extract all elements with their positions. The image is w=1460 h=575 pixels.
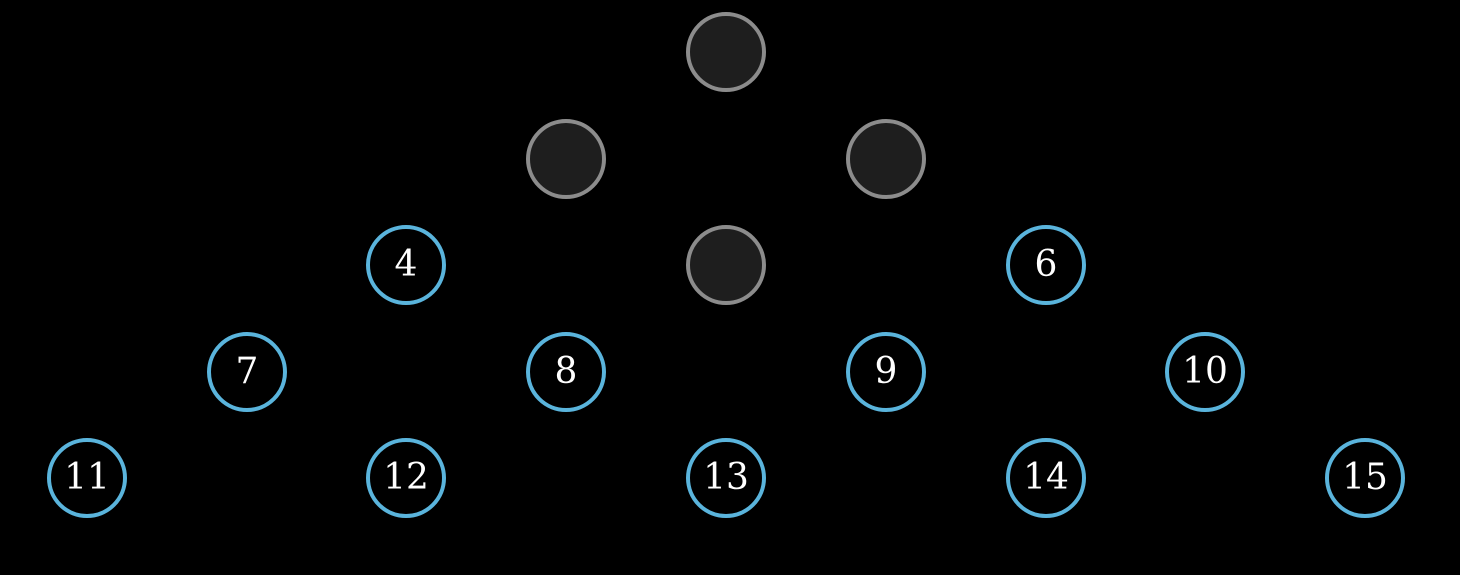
peg-9-label: 9 <box>874 351 898 392</box>
peg-10[interactable]: 10 <box>1165 332 1245 412</box>
peg-11-label: 11 <box>64 457 110 498</box>
peg-14[interactable]: 14 <box>1006 438 1086 518</box>
peg-15[interactable]: 15 <box>1325 438 1405 518</box>
hole-5[interactable] <box>686 225 766 305</box>
peg-12[interactable]: 12 <box>366 438 446 518</box>
peg-10-label: 10 <box>1182 351 1228 392</box>
peg-6[interactable]: 6 <box>1006 225 1086 305</box>
peg-6-label: 6 <box>1034 244 1058 285</box>
peg-12-label: 12 <box>383 457 429 498</box>
peg-7-label: 7 <box>235 351 259 392</box>
peg-14-label: 14 <box>1023 457 1069 498</box>
peg-9[interactable]: 9 <box>846 332 926 412</box>
hole-3[interactable] <box>846 119 926 199</box>
peg-11[interactable]: 11 <box>47 438 127 518</box>
peg-4[interactable]: 4 <box>366 225 446 305</box>
hole-1[interactable] <box>686 12 766 92</box>
peg-15-label: 15 <box>1342 457 1388 498</box>
peg-13-label: 13 <box>703 457 749 498</box>
peg-8[interactable]: 8 <box>526 332 606 412</box>
hole-2[interactable] <box>526 119 606 199</box>
peg-8-label: 8 <box>554 351 578 392</box>
peg-13[interactable]: 13 <box>686 438 766 518</box>
peg-4-label: 4 <box>394 244 418 285</box>
peg-7[interactable]: 7 <box>207 332 287 412</box>
